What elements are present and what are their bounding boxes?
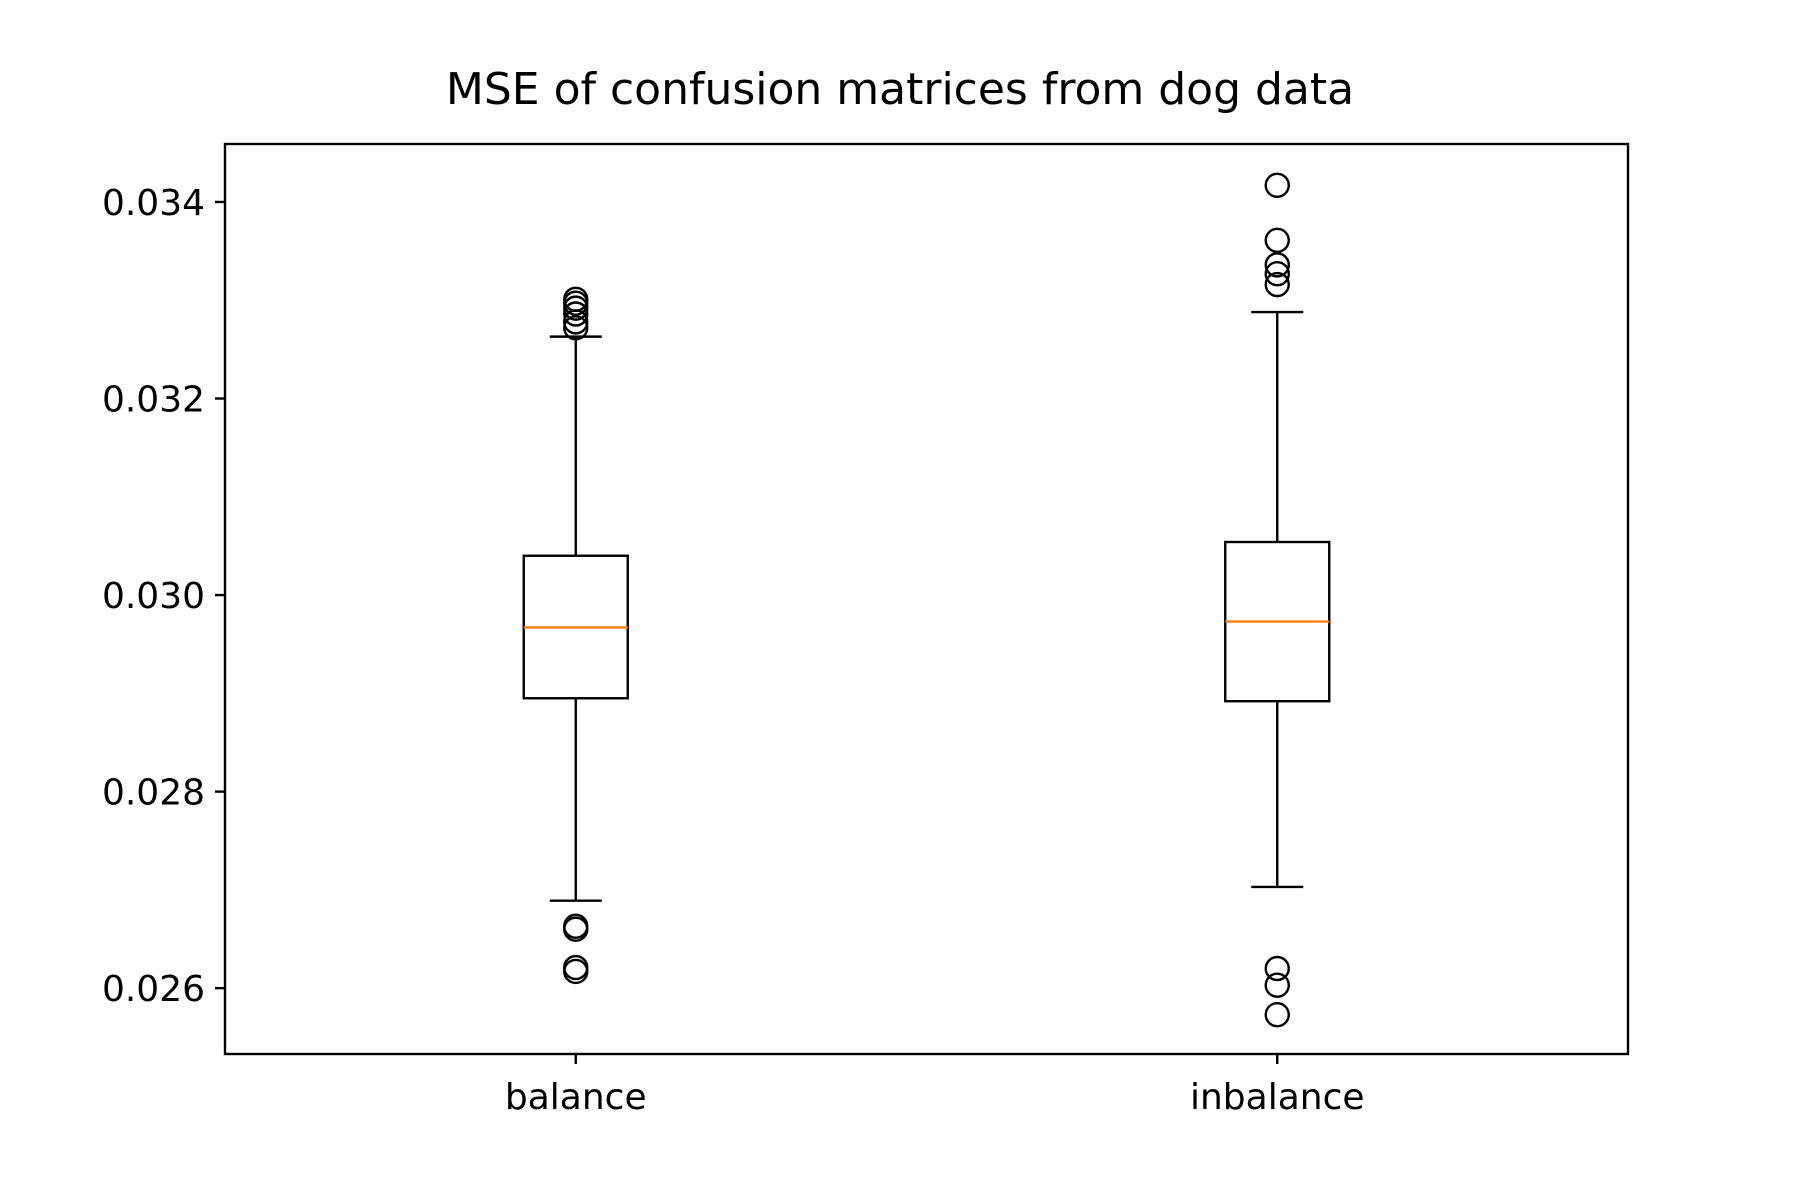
- outlier-point: [563, 286, 589, 312]
- y-tick-label: 0.026: [102, 969, 205, 1010]
- x-tick-label: inbalance: [1190, 1077, 1365, 1118]
- y-tick-label: 0.034: [102, 183, 205, 224]
- outlier-point: [1264, 1001, 1290, 1028]
- outlier-point: [1264, 972, 1290, 998]
- outlier-point: [1264, 955, 1290, 982]
- outlier-point: [1264, 252, 1290, 278]
- outlier-point: [1264, 172, 1290, 198]
- y-axis: 0.026 0.028 0.030 0.032 0.034: [102, 183, 225, 1010]
- y-tick-label: 0.030: [102, 576, 205, 617]
- outlier-point: [563, 954, 589, 981]
- y-tick-label: 0.032: [102, 380, 205, 421]
- outlier-point: [1264, 261, 1290, 287]
- box-group-inbalance: [1224, 172, 1331, 1028]
- chart-title: MSE of confusion matrices from dog data: [446, 64, 1354, 115]
- plot-area: [522, 172, 1331, 1028]
- box-group-balance: [522, 286, 629, 985]
- outlier-point: [1264, 227, 1290, 254]
- outlier-point: [563, 301, 589, 327]
- outlier-point: [563, 315, 589, 341]
- x-axis: balance inbalance: [505, 1054, 1365, 1118]
- outlier-point: [563, 913, 589, 939]
- outlier-point: [1264, 271, 1290, 298]
- axes-frame: [223, 142, 1630, 1056]
- x-tick-label: balance: [505, 1077, 647, 1118]
- y-tick-label: 0.028: [102, 773, 205, 814]
